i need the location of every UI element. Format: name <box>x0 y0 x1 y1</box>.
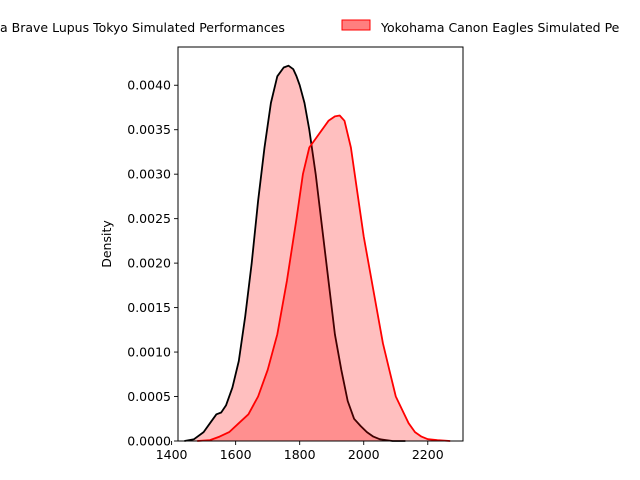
y-tick-label: 0.0035 <box>127 122 171 137</box>
x-tick-label: 1600 <box>220 447 252 462</box>
legend-swatch-2 <box>341 19 371 31</box>
y-tick-label: 0.0030 <box>127 167 171 182</box>
plot-frame <box>177 46 464 442</box>
series-layer <box>184 64 451 442</box>
legend: a Brave Lupus Tokyo Simulated Performanc… <box>0 19 620 35</box>
y-axis-ticks: 0.0000 0.0005 0.0010 0.0015 0.0020 0.0025 0.00… <box>127 78 178 449</box>
y-tick-label: 0.0015 <box>127 300 171 315</box>
legend-label-2: Yokohama Canon Eagles Simulated Pe <box>380 20 620 35</box>
series-2-area <box>197 115 451 441</box>
x-tick-label: 1400 <box>156 447 188 462</box>
y-tick-label: 0.0005 <box>127 389 171 404</box>
x-tick-label: 2000 <box>348 447 380 462</box>
x-tick-label: 1800 <box>284 447 316 462</box>
series-1-line <box>184 64 406 442</box>
y-tick-label: 0.0020 <box>127 256 171 271</box>
legend-label-1: a Brave Lupus Tokyo Simulated Performanc… <box>0 20 285 35</box>
y-tick-label: 0.0040 <box>127 78 171 93</box>
y-tick-label: 0.0025 <box>127 211 171 226</box>
series-1-area <box>184 65 406 441</box>
series-2-line <box>197 114 451 442</box>
y-tick-label: 0.0000 <box>127 434 171 449</box>
x-tick-label: 2200 <box>412 447 444 462</box>
y-axis-title: Density <box>99 220 114 268</box>
x-axis-ticks: 1400 1600 1800 2000 2200 <box>156 441 444 462</box>
axes-layer <box>177 46 464 442</box>
y-tick-label: 0.0010 <box>127 345 171 360</box>
